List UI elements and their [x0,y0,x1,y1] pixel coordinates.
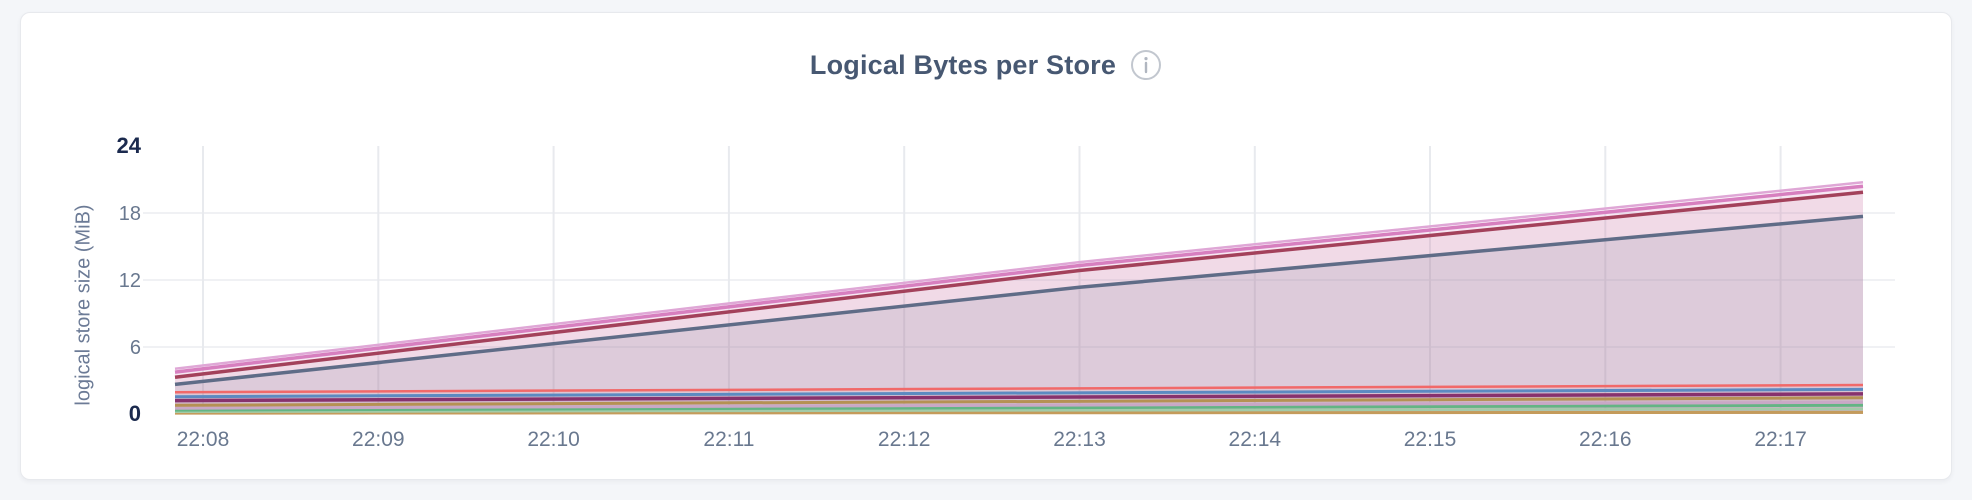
series-line-store-lavender [174,400,1864,410]
info-icon[interactable] [1130,49,1162,81]
series-line-store-maroon [174,190,1864,379]
series-line-store-tan [174,396,1864,407]
series-line-store-green [174,403,1864,412]
chart-header: Logical Bytes per Store [21,49,1951,81]
series-line-store-blue [174,387,1864,399]
y-tick-label-24: 24 [117,133,142,158]
chart-title: Logical Bytes per Store [809,49,1117,80]
y-tick-label-18: 18 [119,203,141,225]
x-tick-label-22:10: 22:10 [527,428,580,451]
series-line-store-pink [174,184,1864,374]
series-area-store-maroon [175,192,1863,414]
series-line-store-gold [174,410,1864,415]
x-tick-label-22:09: 22:09 [352,428,405,451]
series-line-store-light-pink [174,181,1864,371]
x-tick-label-22:14: 22:14 [1229,428,1282,451]
series-line-store-slate [174,214,1864,387]
series-line-store-light-green [174,407,1864,414]
y-tick-label-6: 6 [130,337,141,359]
series-area-store-pink [175,186,1863,414]
x-tick-label-22:11: 22:11 [703,428,754,451]
x-tick-label-22:17: 22:17 [1754,428,1807,451]
x-tick-label-22:16: 22:16 [1579,428,1632,451]
series-area-store-light-pink [175,182,1863,414]
x-tick-label-22:12: 22:12 [878,428,931,451]
x-tick-label-22:13: 22:13 [1053,428,1106,451]
series-area-store-slate [175,216,1863,414]
series-line-store-salmon [174,383,1864,394]
x-tick-label-22:15: 22:15 [1404,428,1457,451]
series-line-store-dark-magenta [174,392,1864,403]
y-tick-label-0: 0 [129,401,141,426]
x-tick-label-22:08: 22:08 [177,428,230,451]
y-tick-label-12: 12 [119,270,141,292]
